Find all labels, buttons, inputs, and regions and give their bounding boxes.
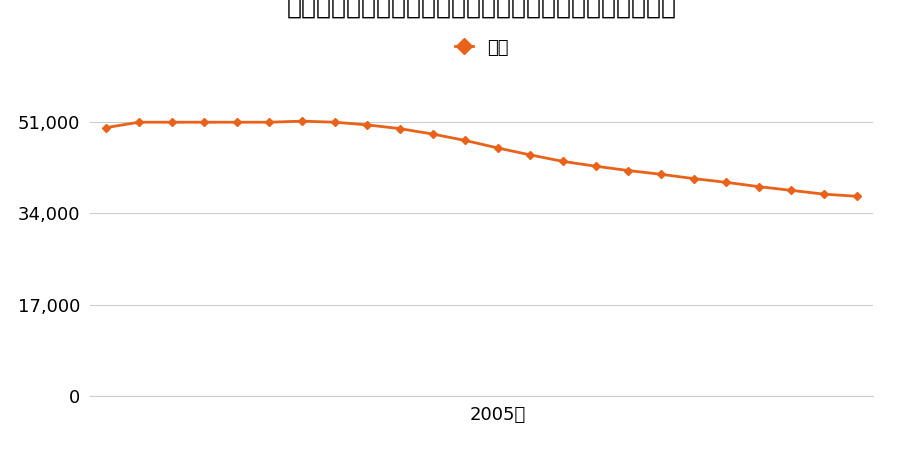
- 価格: [851, 194, 862, 199]
- 価格: [394, 126, 405, 131]
- Line: 価格: 価格: [104, 118, 860, 199]
- 価格: [428, 131, 438, 137]
- 価格: [231, 120, 242, 125]
- 価格: [492, 145, 503, 151]
- 価格: [362, 122, 373, 128]
- 価格: [264, 120, 274, 125]
- 価格: [721, 180, 732, 185]
- 価格: [101, 125, 112, 130]
- 価格: [688, 176, 699, 181]
- 価格: [133, 120, 144, 125]
- 価格: [590, 163, 601, 169]
- 価格: [525, 152, 535, 158]
- 価格: [297, 118, 308, 124]
- 価格: [655, 171, 666, 177]
- 価格: [166, 120, 177, 125]
- 価格: [819, 191, 830, 197]
- 価格: [199, 120, 210, 125]
- 価格: [460, 138, 471, 143]
- 価格: [753, 184, 764, 189]
- 価格: [623, 168, 634, 173]
- 価格: [329, 120, 340, 125]
- 価格: [786, 188, 796, 193]
- 価格: [558, 159, 569, 164]
- Legend: 価格: 価格: [447, 32, 516, 64]
- Title: 広島県福山市駅家町大字弥生ケ丘１０番５１０の地価推移: 広島県福山市駅家町大字弥生ケ丘１０番５１０の地価推移: [286, 0, 677, 18]
